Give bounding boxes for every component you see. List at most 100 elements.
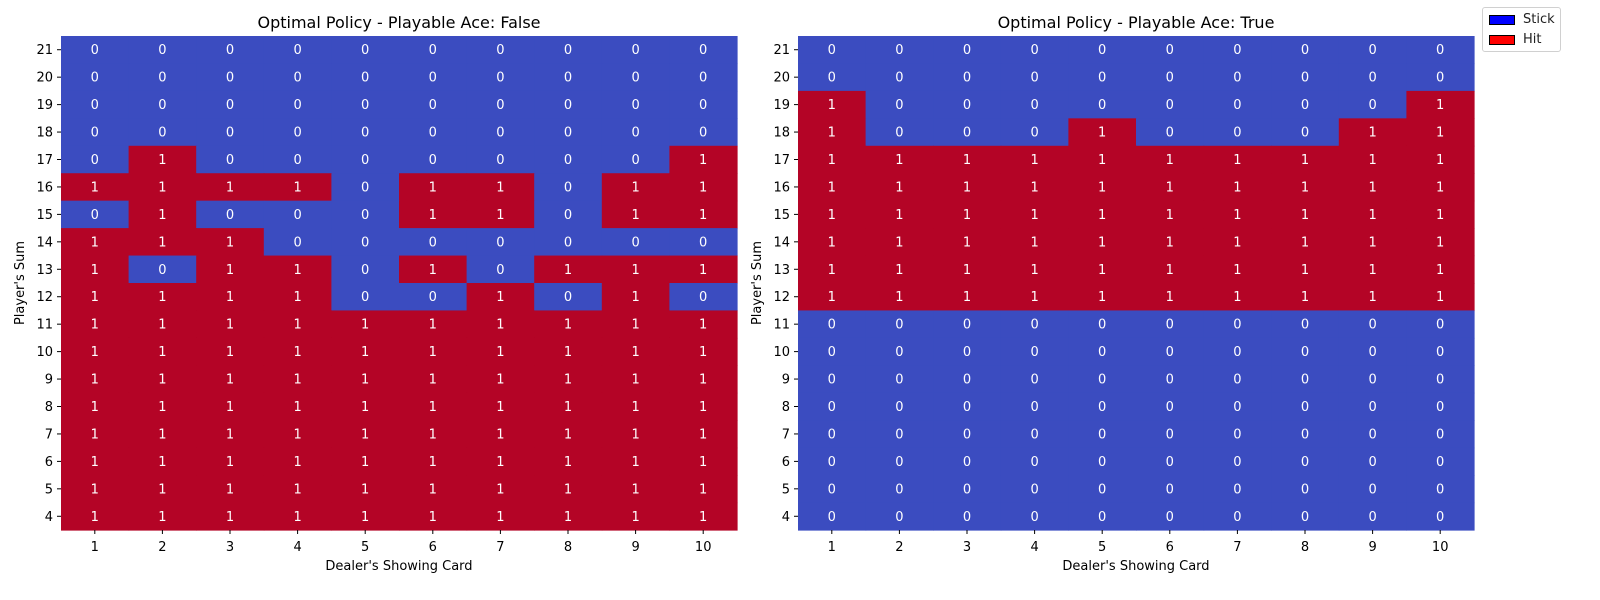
cell-value-label: 0 (1166, 510, 1174, 525)
cell-value-label: 0 (699, 98, 707, 113)
cell-value-label: 0 (963, 98, 971, 113)
y-tick-label: 16 (773, 180, 790, 195)
cell-value-label: 1 (631, 482, 639, 497)
cell-value-label: 0 (361, 208, 369, 223)
cell-value-label: 0 (226, 98, 234, 113)
heatmap-cell (601, 447, 670, 476)
cell-value-label: 1 (1166, 208, 1174, 223)
cell-value-label: 1 (496, 510, 504, 525)
cell-value-label: 1 (1030, 153, 1038, 168)
y-tick-label: 5 (45, 482, 53, 497)
cell-value-label: 1 (91, 318, 99, 333)
heatmap-cell (1000, 365, 1069, 394)
heatmap-cell (399, 283, 468, 312)
cell-value-label: 1 (699, 208, 707, 223)
heatmap-cell (1000, 392, 1069, 421)
heatmap-cell (669, 447, 738, 476)
cell-value-label: 0 (1368, 318, 1376, 333)
heatmap-cell (1271, 392, 1340, 421)
cell-value-label: 1 (158, 235, 166, 250)
cell-value-label: 0 (1166, 98, 1174, 113)
heatmap-cell (1271, 63, 1340, 92)
heatmap-cell (1203, 228, 1272, 257)
cell-value-label: 0 (1436, 373, 1444, 388)
heatmap-cell (798, 63, 867, 92)
heatmap-cell (466, 118, 535, 147)
cell-value-label: 1 (564, 318, 572, 333)
heatmap-cell (331, 447, 400, 476)
cell-value-label: 1 (158, 153, 166, 168)
cell-value-label: 1 (1368, 153, 1376, 168)
x-tick-label: 1 (91, 540, 99, 555)
y-tick-label: 15 (36, 208, 53, 223)
cell-value-label: 1 (963, 263, 971, 278)
y-tick-label: 8 (782, 400, 790, 415)
heatmap-cell (196, 475, 265, 504)
heatmap-cell (1136, 502, 1205, 531)
cell-value-label: 1 (429, 400, 437, 415)
cell-value-label: 1 (1301, 208, 1309, 223)
heatmap-cell (263, 310, 332, 339)
heatmap-cell (1068, 392, 1137, 421)
cell-value-label: 0 (699, 126, 707, 141)
heatmap-cell (1338, 365, 1407, 394)
heatmap-cell (534, 283, 603, 312)
heatmap-cell (1000, 145, 1069, 174)
cell-value-label: 0 (91, 43, 99, 58)
heatmap-cell (263, 255, 332, 284)
cell-value-label: 1 (699, 180, 707, 195)
cell-value-label: 1 (1233, 180, 1241, 195)
cell-value-label: 1 (293, 318, 301, 333)
cell-value-label: 0 (1301, 482, 1309, 497)
cell-value-label: 0 (1301, 510, 1309, 525)
heatmap-cell (128, 118, 197, 147)
x-tick-label: 2 (895, 540, 903, 555)
cell-value-label: 0 (1301, 373, 1309, 388)
heatmap-cell (1406, 145, 1475, 174)
heatmap-cell (331, 310, 400, 339)
cell-value-label: 0 (699, 71, 707, 86)
cell-value-label: 0 (91, 208, 99, 223)
x-tick-label: 3 (226, 540, 234, 555)
heatmap-cell (399, 337, 468, 366)
heatmap-cell (669, 90, 738, 119)
heatmap-panel-2: 0 0 0 0 0 0 0 0 0 00 0 0 0 0 0 0 0 0 01 0 0 0 0 0 0 0 0 11 0 0 0 1 0 0 0 1 1… (750, 13, 1475, 574)
heatmap-cell (128, 392, 197, 421)
cell-value-label: 1 (496, 373, 504, 388)
heatmap-cell (1406, 228, 1475, 257)
cell-value-label: 1 (1166, 290, 1174, 305)
cell-value-label: 0 (699, 290, 707, 305)
heatmap-cell (128, 255, 197, 284)
heatmap-cell (1136, 283, 1205, 312)
cell-value-label: 1 (699, 510, 707, 525)
cell-value-label: 1 (699, 400, 707, 415)
heatmap-cell (1338, 145, 1407, 174)
cell-value-label: 1 (361, 482, 369, 497)
cell-value-label: 1 (963, 290, 971, 305)
heatmap-cell (1406, 36, 1475, 65)
y-tick-label: 11 (773, 318, 790, 333)
heatmap-cell (1203, 502, 1272, 531)
cell-value-label: 1 (1368, 126, 1376, 141)
cell-value-label: 1 (293, 427, 301, 442)
heatmap-cell (601, 337, 670, 366)
y-tick-label: 7 (45, 427, 53, 442)
heatmap-cell (1000, 173, 1069, 202)
cell-value-label: 0 (631, 153, 639, 168)
heatmap-cell (601, 145, 670, 174)
cell-value-label: 1 (1368, 208, 1376, 223)
cell-value-label: 0 (1098, 510, 1106, 525)
y-tick-label: 7 (782, 427, 790, 442)
cell-value-label: 0 (1098, 98, 1106, 113)
cell-value-label: 1 (158, 318, 166, 333)
cell-value-label: 0 (699, 235, 707, 250)
cell-value-label: 1 (1368, 180, 1376, 195)
heatmap-cell (534, 36, 603, 65)
heatmap-cell (1338, 392, 1407, 421)
cell-value-label: 0 (1436, 71, 1444, 86)
heatmap-cell (1136, 365, 1205, 394)
cell-value-label: 0 (1233, 71, 1241, 86)
heatmap-cell (61, 228, 130, 257)
heatmap-cell (1203, 173, 1272, 202)
heatmap-cell (1136, 255, 1205, 284)
